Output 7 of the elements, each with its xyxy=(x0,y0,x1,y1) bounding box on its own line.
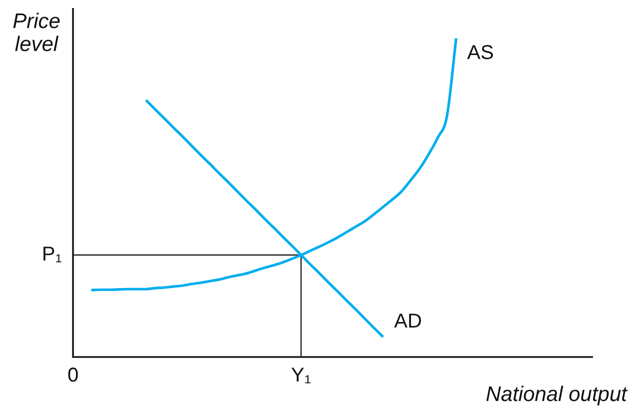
series-label: AS xyxy=(467,42,494,64)
ref-line-label: P₁ xyxy=(42,244,62,266)
x-axis-title: National output xyxy=(486,382,628,406)
x-tick-label: 0 xyxy=(67,364,79,387)
series-label: AD xyxy=(394,310,422,332)
x-tick-label: Y₁ xyxy=(291,364,312,387)
y-axis-title: Price level xyxy=(12,10,60,56)
